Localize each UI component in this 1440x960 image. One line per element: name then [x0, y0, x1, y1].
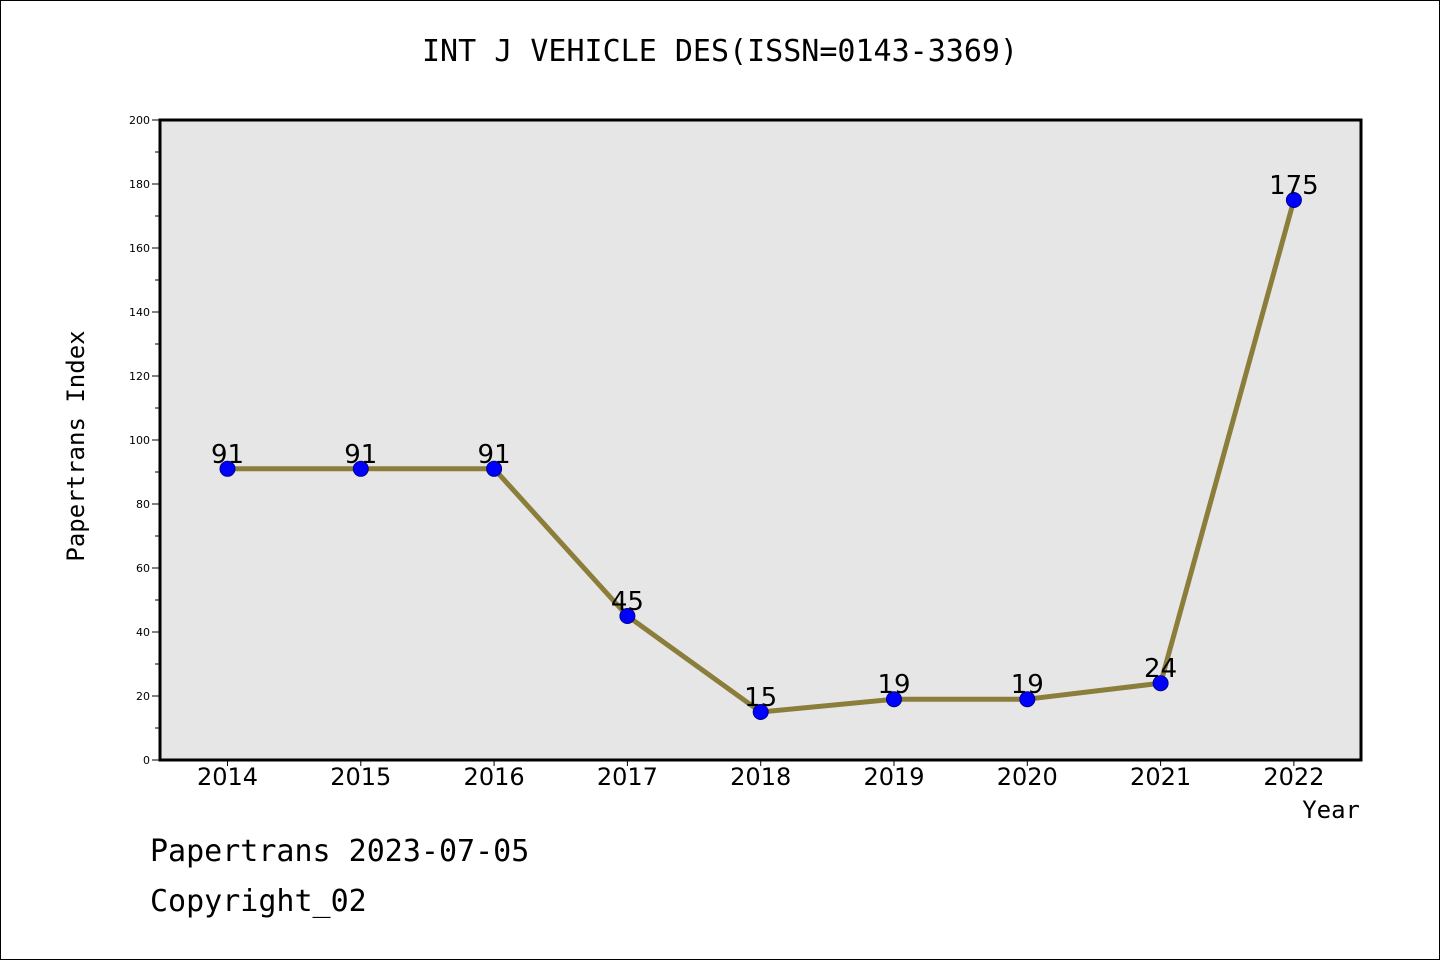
- footer-copyright: Copyright_02: [150, 884, 367, 919]
- data-label: 45: [611, 587, 644, 617]
- x-tick-label: 2019: [863, 763, 924, 791]
- x-tick-label: 2020: [997, 763, 1058, 791]
- data-point: [619, 608, 636, 624]
- x-tick-label: 2021: [1130, 763, 1191, 791]
- footer-date: Papertrans 2023-07-05: [150, 834, 530, 869]
- data-label: 19: [1011, 670, 1044, 700]
- x-tick-label: 2015: [330, 763, 391, 791]
- y-tick-label: 80: [136, 498, 150, 511]
- data-label: 24: [1144, 654, 1177, 684]
- data-label: 15: [744, 683, 777, 713]
- y-tick-label: 140: [129, 306, 150, 319]
- data-point: [886, 691, 902, 708]
- y-tick-label: 40: [136, 626, 150, 639]
- x-tick-label: 2022: [1263, 763, 1324, 791]
- x-tick-label: 2017: [597, 763, 658, 791]
- x-tick-label: 2018: [730, 763, 791, 791]
- data-label: 175: [1269, 171, 1319, 201]
- y-tick-label: 200: [129, 114, 150, 127]
- data-point: [352, 460, 369, 477]
- y-tick-label: 100: [129, 434, 150, 447]
- data-label: 19: [877, 670, 910, 700]
- data-point: [219, 460, 236, 477]
- data-point: [1152, 675, 1169, 692]
- data-label: 91: [478, 440, 511, 470]
- chart-title: INT J VEHICLE DES(ISSN=0143-3369): [421, 34, 1019, 69]
- plot-area: [160, 120, 1361, 760]
- x-tick-label: 2014: [197, 763, 258, 791]
- data-point: [1285, 192, 1302, 208]
- data-label: 91: [344, 440, 377, 470]
- data-label: 91: [211, 440, 244, 470]
- data-point: [752, 704, 769, 720]
- y-tick-label: 180: [129, 178, 150, 191]
- y-tick-label: 60: [136, 562, 150, 575]
- data-point: [1019, 691, 1036, 708]
- x-axis-label: Year: [1302, 796, 1360, 824]
- y-tick-label: 20: [136, 690, 150, 703]
- y-tick-label: 160: [129, 242, 150, 255]
- y-tick-label: 0: [143, 754, 150, 767]
- x-tick-label: 2016: [464, 763, 525, 791]
- y-tick-label: 120: [129, 370, 150, 383]
- plot-frame: [158, 118, 1363, 762]
- data-point: [486, 460, 503, 477]
